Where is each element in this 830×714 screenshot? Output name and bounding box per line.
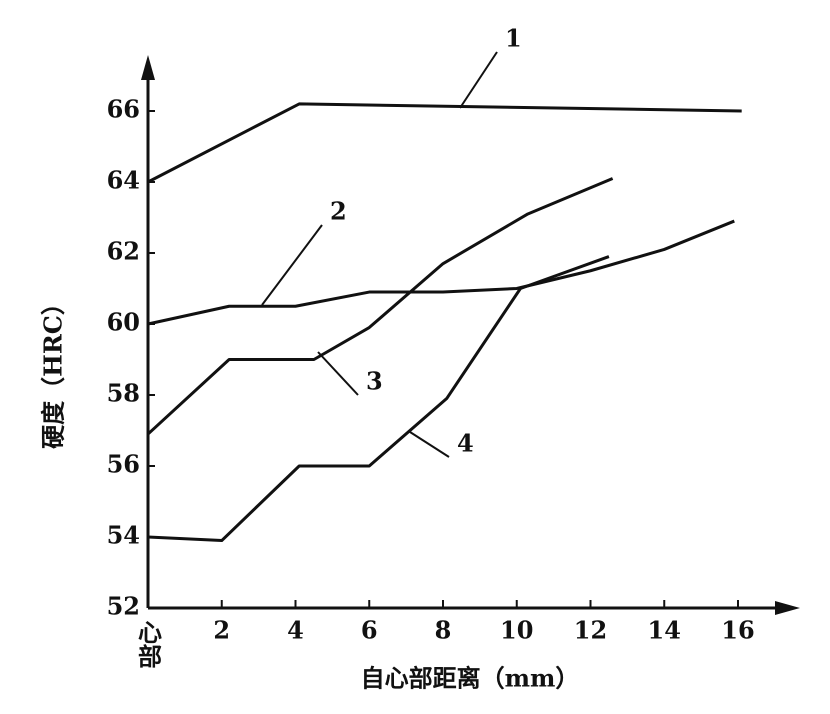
x-tick-label: 12 (574, 616, 607, 645)
x-tick-label: 8 (435, 616, 452, 645)
y-axis-title: 硬度（HRC） (39, 291, 68, 449)
x-tick-label: 10 (500, 616, 533, 645)
label-leader (261, 224, 323, 306)
x-tick-label: 16 (721, 616, 754, 645)
series-line (147, 255, 610, 543)
y-tick-label: 62 (107, 237, 140, 266)
x-axis-title: 自心部距离（mm） (361, 664, 580, 693)
y-tick-label: 64 (107, 166, 140, 195)
y-tick-label: 60 (107, 308, 140, 337)
series-line (146, 177, 614, 436)
series-label: 1 (505, 24, 522, 53)
label-leader (409, 431, 450, 458)
y-tick-label: 52 (107, 592, 140, 621)
y-axis-arrow (141, 55, 155, 80)
label-leader (459, 51, 498, 109)
series-line (147, 102, 742, 184)
series-line (147, 219, 735, 326)
x-tick-label: 2 (213, 616, 230, 645)
x-tick-label: 14 (648, 616, 681, 645)
y-tick-label: 58 (107, 379, 140, 408)
y-tick-label: 56 (107, 450, 140, 479)
x-tick-label: 6 (361, 616, 378, 645)
x-tick-label: 心部 (134, 620, 163, 668)
x-axis-arrow (775, 601, 800, 615)
series-label: 2 (330, 197, 347, 226)
x-tick-label: 4 (287, 616, 304, 645)
y-tick-label: 54 (107, 521, 140, 550)
series-label: 4 (457, 429, 474, 458)
y-tick-label: 66 (107, 95, 140, 124)
series-label: 3 (366, 367, 383, 396)
label-leader (317, 351, 359, 396)
